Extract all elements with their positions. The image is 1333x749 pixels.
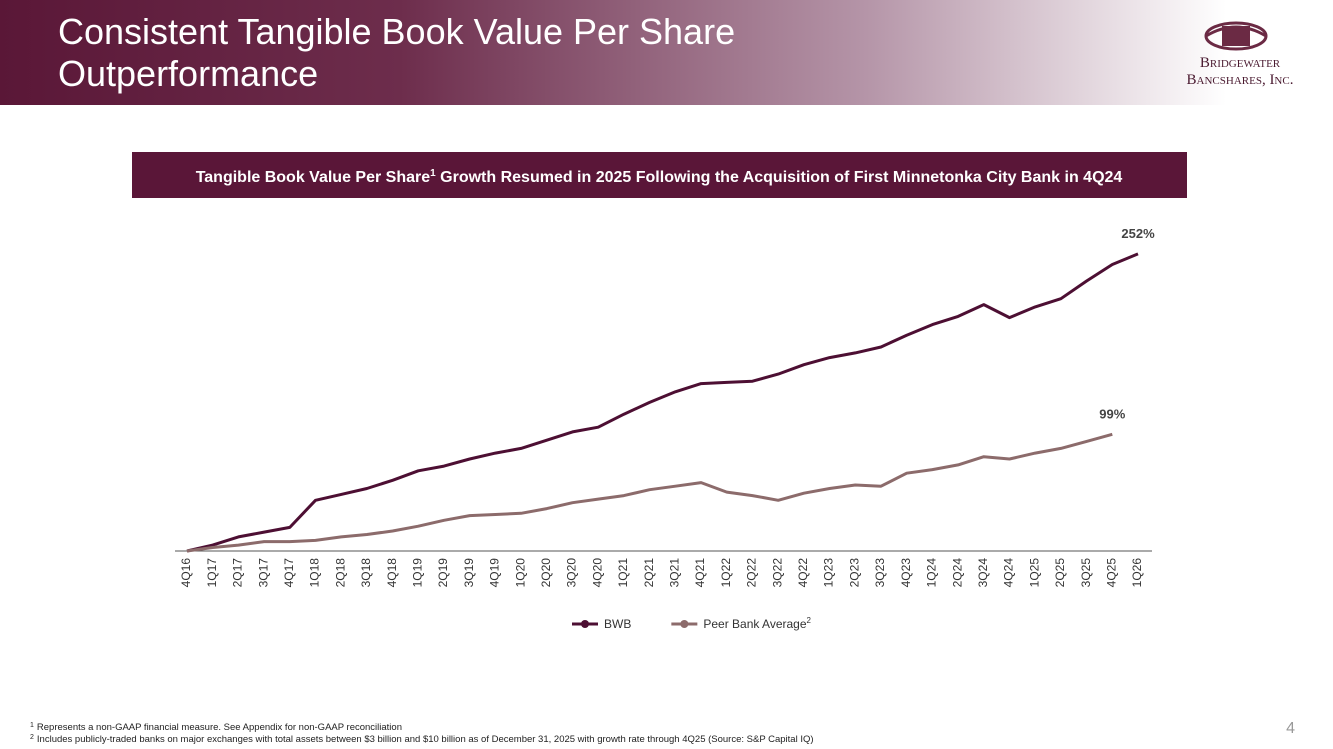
page-number: 4 bbox=[1286, 720, 1295, 737]
footnote-mark: 1 bbox=[30, 722, 34, 729]
header-band bbox=[0, 0, 1333, 105]
x-tick-label: 3Q24 bbox=[976, 558, 990, 588]
title-line: Outperformance bbox=[58, 53, 318, 94]
footnote: 1 Represents a non-GAAP financial measure… bbox=[30, 722, 402, 733]
x-tick-label: 1Q22 bbox=[719, 558, 733, 588]
x-tick-label: 2Q20 bbox=[539, 558, 553, 588]
legend-marker bbox=[680, 620, 689, 628]
x-tick-label: 1Q19 bbox=[410, 558, 424, 588]
logo-text: Bridgewater bbox=[1200, 55, 1281, 71]
x-tick-label: 4Q24 bbox=[1002, 558, 1016, 588]
x-tick-label: 3Q22 bbox=[770, 558, 784, 588]
chart-subtitle: Tangible Book Value Per Share1 Growth Re… bbox=[196, 168, 1123, 186]
x-tick-label: 1Q26 bbox=[1130, 558, 1144, 588]
subtitle-part: Tangible Book Value Per Share bbox=[196, 169, 431, 186]
legend-name: Peer Bank Average bbox=[703, 617, 807, 631]
data-line bbox=[186, 252, 1139, 553]
x-tick-label: 3Q19 bbox=[462, 558, 476, 588]
x-tick-label: 1Q18 bbox=[308, 558, 322, 588]
x-tick-label: 2Q22 bbox=[745, 558, 759, 588]
x-tick-label: 2Q25 bbox=[1053, 558, 1067, 588]
x-tick-label: 2Q23 bbox=[847, 558, 861, 588]
x-tick-label: 3Q23 bbox=[873, 558, 887, 588]
x-tick-label: 2Q19 bbox=[436, 558, 450, 588]
x-tick-label: 4Q25 bbox=[1104, 558, 1118, 588]
data-line bbox=[186, 432, 1113, 553]
footnote-mark: 2 bbox=[30, 734, 34, 741]
x-tick-label: 3Q25 bbox=[1079, 558, 1093, 588]
x-tick-label: 4Q23 bbox=[899, 558, 913, 588]
x-tick-label: 3Q21 bbox=[668, 558, 682, 588]
x-tick-label: 1Q23 bbox=[822, 558, 836, 588]
x-tick-label: 1Q17 bbox=[205, 558, 219, 588]
x-tick-label: 4Q20 bbox=[590, 558, 604, 588]
x-tick-label: 2Q24 bbox=[950, 558, 964, 588]
logo-text: Bancshares, Inc. bbox=[1187, 72, 1294, 88]
subtitle-banner bbox=[132, 152, 1187, 198]
footnote-text: Represents a non-GAAP financial measure.… bbox=[37, 722, 402, 733]
x-tick-label: 3Q17 bbox=[256, 558, 270, 588]
subtitle-part: 1 bbox=[430, 168, 436, 179]
x-tick-label: 1Q25 bbox=[1027, 558, 1041, 588]
title-line: Consistent Tangible Book Value Per Share bbox=[58, 11, 735, 52]
data-label: 99% bbox=[1099, 406, 1125, 421]
footnote-text: Includes publicly-traded banks on major … bbox=[37, 734, 814, 745]
x-tick-label: 4Q17 bbox=[282, 558, 296, 588]
x-tick-label: 2Q17 bbox=[231, 558, 245, 588]
x-tick-label: 2Q18 bbox=[333, 558, 347, 588]
x-tick-label: 4Q22 bbox=[796, 558, 810, 588]
x-tick-label: 4Q21 bbox=[693, 558, 707, 588]
footnote: 2 Includes publicly-traded banks on major… bbox=[30, 734, 814, 745]
x-tick-label: 1Q24 bbox=[925, 558, 939, 588]
x-tick-label: 1Q20 bbox=[513, 558, 527, 588]
subtitle-part: Growth Resumed in 2025 Following the Acq… bbox=[436, 169, 1123, 186]
legend-entry: Peer Bank Average2 bbox=[703, 616, 811, 631]
x-tick-label: 2Q21 bbox=[642, 558, 656, 588]
legend-note: 2 bbox=[807, 616, 812, 625]
x-tick-label: 4Q19 bbox=[488, 558, 502, 588]
x-tick-label: 3Q18 bbox=[359, 558, 373, 588]
x-tick-label: 4Q18 bbox=[385, 558, 399, 588]
logo-icon bbox=[1204, 21, 1268, 51]
legend-name: BWB bbox=[604, 617, 631, 631]
x-tick-label: 3Q20 bbox=[565, 558, 579, 588]
x-tick-label: 4Q16 bbox=[179, 558, 193, 588]
x-tick-label: 1Q21 bbox=[616, 558, 630, 588]
legend-entry: BWB bbox=[604, 617, 631, 631]
legend-marker bbox=[581, 620, 589, 628]
data-label: 252% bbox=[1121, 226, 1155, 241]
